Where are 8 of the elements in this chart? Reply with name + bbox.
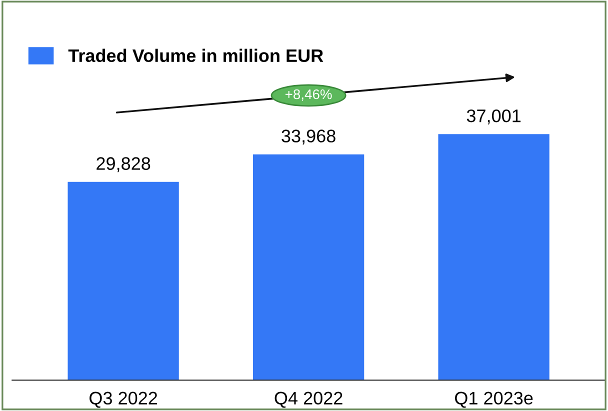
data-label: 33,968 <box>282 130 336 145</box>
legend-label: Traded Volume in million EUR <box>68 48 324 62</box>
x-tick-label: Q3 2022 <box>90 392 158 408</box>
x-tick-label: Q4 2022 <box>274 392 342 408</box>
x-tick-label: Q1 2023e <box>455 392 533 408</box>
data-label: 37,001 <box>466 109 521 124</box>
text: +8,46% <box>285 89 332 101</box>
data-label: 29,828 <box>96 157 150 172</box>
